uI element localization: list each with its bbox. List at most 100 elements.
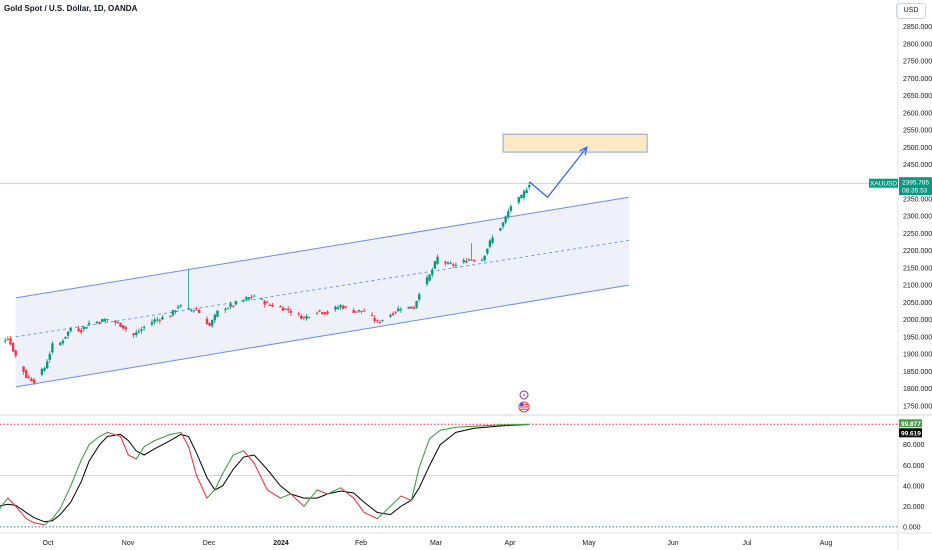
stoch-k-segment (429, 429, 441, 440)
candle-body (27, 376, 31, 378)
candle-body (106, 319, 109, 321)
k-value-label: 99.877 (901, 421, 921, 428)
time-tick-label: Nov (122, 540, 135, 547)
candle-body (444, 261, 447, 264)
stoch-k-segment (206, 489, 216, 499)
candle-body (289, 310, 293, 313)
candle-body (399, 309, 403, 311)
candle-body (525, 189, 528, 194)
stoch-k-segment (376, 505, 391, 520)
price-tick-label: 2800.000 (903, 41, 932, 48)
stoch-k-segment (143, 440, 156, 448)
candle-body (211, 320, 214, 326)
candle-body (195, 309, 198, 311)
symbol-tag (869, 178, 898, 188)
candle-body (488, 240, 492, 247)
chart-title: Gold Spot / U.S. Dollar, 1D, OANDA (4, 4, 138, 13)
last-price-tag (899, 177, 932, 196)
candle-body (197, 309, 201, 314)
time-tick-label: Mar (430, 540, 443, 547)
candle-body (486, 248, 489, 254)
time-tick-label: 2024 (273, 540, 289, 547)
price-tick-label: 2750.000 (903, 59, 932, 66)
candle-body (140, 329, 143, 331)
currency-button[interactable]: USD (896, 3, 926, 19)
candle-body (142, 326, 146, 329)
candle-body (381, 319, 384, 321)
candle-body (467, 259, 471, 261)
channel-upper-line[interactable] (15, 196, 629, 299)
candle-body (284, 308, 287, 310)
candle-body (344, 306, 348, 308)
candle-body (59, 342, 62, 345)
price-tick-label: 1950.000 (903, 334, 932, 341)
candle-body (300, 315, 303, 319)
stoch-k-segment (353, 497, 365, 514)
candle-body (87, 322, 91, 325)
stochastic-pane[interactable] (0, 423, 898, 528)
candle-body (462, 260, 465, 263)
candle-body (9, 338, 12, 345)
stoch-k-segment (70, 459, 82, 487)
stoch-k-segment (51, 507, 61, 520)
lightning-icon (522, 392, 526, 398)
channel-middle-line[interactable] (15, 239, 629, 338)
time-tick-label: Apr (505, 540, 517, 547)
candle-body (32, 379, 36, 384)
time-tick-label: Jun (667, 540, 678, 547)
candle-body (491, 237, 494, 243)
candle-body (318, 310, 321, 312)
target-zone-rect[interactable] (502, 133, 648, 153)
candle-body (520, 194, 523, 199)
price-tick-label: 2300.000 (903, 214, 932, 221)
candle-body (449, 263, 452, 265)
candle-body (153, 319, 156, 323)
stoch-k-segment (232, 450, 245, 456)
candle-body (279, 306, 282, 308)
candle-body (174, 310, 177, 312)
candle-body (95, 321, 99, 324)
candle-body (499, 228, 502, 231)
candle-body (391, 313, 395, 316)
candle-body (252, 295, 256, 297)
stoch-k-segment (243, 450, 255, 464)
stoch-k-segment (80, 444, 90, 461)
candle-body (376, 320, 379, 322)
candle-body (260, 298, 264, 300)
price-tick-label: 2450.000 (903, 162, 932, 169)
candle-body (4, 340, 7, 342)
stoch-k-segment (135, 446, 145, 460)
candle-body (137, 331, 141, 333)
candle-body (389, 315, 392, 317)
channel-lower-line[interactable] (15, 284, 629, 388)
candle-body (169, 316, 172, 318)
stoch-k-segment (502, 423, 530, 426)
candle-body (415, 300, 418, 308)
candle-body (287, 308, 290, 311)
k-value-tag (899, 419, 922, 428)
candle-body (263, 300, 266, 305)
stoch-k-segment (455, 425, 475, 428)
candle-body (121, 325, 125, 329)
candle-body (483, 255, 486, 260)
candle-body (80, 330, 83, 333)
candle-body (394, 311, 397, 313)
candle-body (268, 304, 272, 306)
candle-body (334, 306, 337, 310)
candle-body (454, 264, 458, 266)
candle-body (370, 314, 374, 316)
stoch-k-segment (316, 489, 329, 495)
drawings-layer[interactable] (0, 133, 898, 413)
candle-body (360, 310, 363, 312)
time-tick-label: Oct (43, 540, 54, 547)
projection-arrow[interactable] (528, 146, 588, 199)
price-tick-label: 1750.000 (903, 403, 932, 410)
candle-body (234, 301, 237, 305)
price-tick-label: 2100.000 (903, 283, 932, 290)
price-tick-label: 1900.000 (903, 352, 932, 359)
candle-body (119, 322, 122, 327)
candle-body (305, 316, 308, 319)
candle-body (452, 264, 455, 266)
last-price-value: 2395.785 (902, 180, 929, 187)
